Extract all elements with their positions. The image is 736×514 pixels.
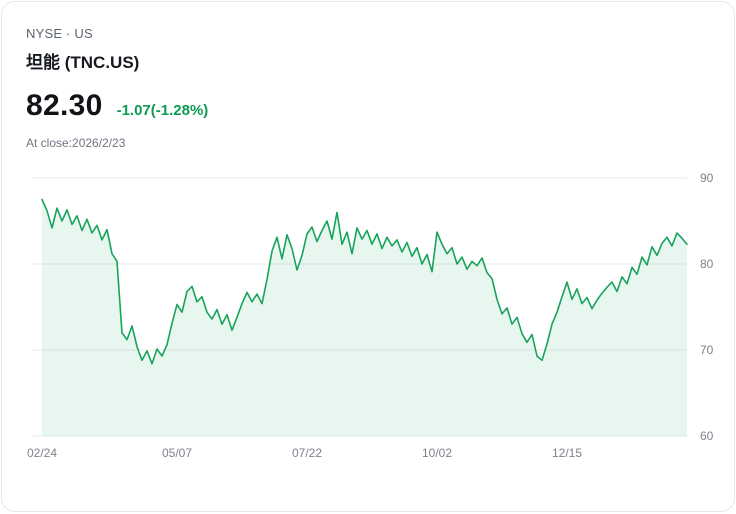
x-axis-label: 12/15 <box>552 446 582 460</box>
stock-name: 坦能 (TNC.US) <box>26 53 140 72</box>
y-axis-label: 80 <box>700 257 714 271</box>
exchange-label: NYSE · US <box>26 26 93 41</box>
y-axis-label: 70 <box>700 343 714 357</box>
y-axis-label: 90 <box>700 171 714 185</box>
close-time-note: At close:2026/2/23 <box>26 136 126 150</box>
area-fill <box>42 199 687 436</box>
x-axis-label: 10/02 <box>422 446 452 460</box>
price-change: -1.07(-1.28%) <box>116 102 209 119</box>
x-axis-label: 02/24 <box>27 446 57 460</box>
chart-canvas[interactable]: 90 80 70 60 02/24 05/07 07/22 10/02 12/15 <box>26 164 714 464</box>
last-price: 82.30 <box>26 89 103 122</box>
price-line <box>41 198 688 365</box>
x-axis-label: 07/22 <box>292 446 322 460</box>
price-chart: 90 80 70 60 02/24 05/07 07/22 10/02 12/15 <box>26 164 714 469</box>
price-row: 82.30 -1.07(-1.28%) <box>26 89 710 123</box>
x-axis-label: 05/07 <box>162 446 192 460</box>
y-axis-label: 60 <box>700 429 714 443</box>
